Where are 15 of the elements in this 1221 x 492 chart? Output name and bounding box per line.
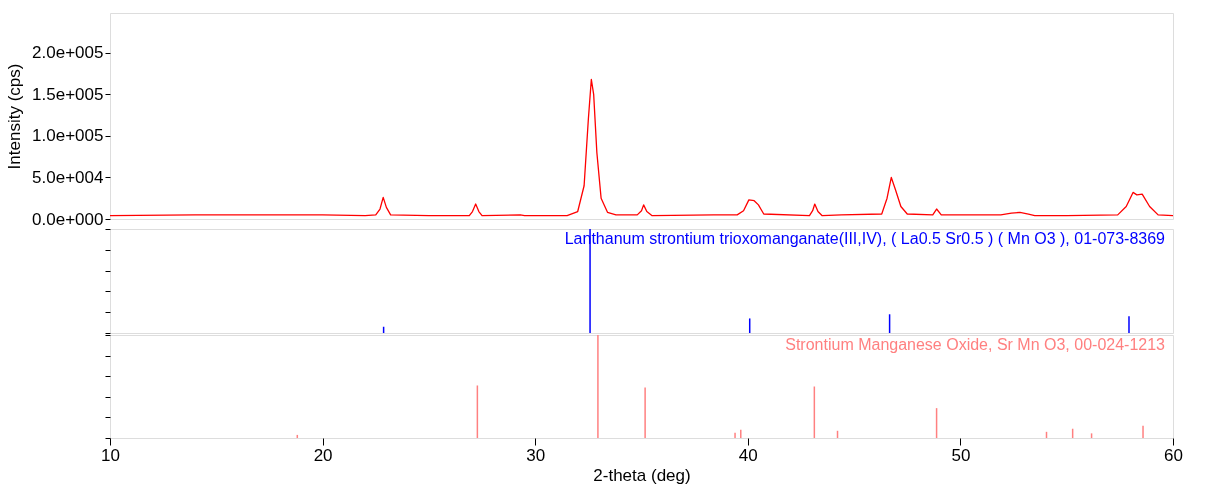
y-axis-title: Intensity (cps)	[5, 63, 25, 170]
x-tick-label: 30	[526, 445, 546, 465]
y-tick-label: 5.0e+004	[32, 167, 104, 187]
line-series	[109, 78, 1174, 217]
x-tick-label: 60	[1164, 445, 1183, 465]
y-tick-label: 1.5e+005	[32, 84, 104, 104]
x-axis-title: 2-theta (deg)	[593, 465, 691, 485]
y-tick-label: 1.0e+005	[32, 126, 104, 146]
x-tick-label: 40	[738, 445, 758, 465]
y-tick-label: 2.0e+005	[32, 43, 104, 63]
text: Strontium Manganese Oxide, Sr Mn O3, 00-024-1213	[785, 336, 1166, 353]
x-tick-label: 50	[951, 445, 971, 465]
x-tick-label: 10	[101, 445, 120, 465]
y-tick-label: 0.0e+000	[32, 209, 104, 229]
x-tick-label: 20	[313, 445, 333, 465]
